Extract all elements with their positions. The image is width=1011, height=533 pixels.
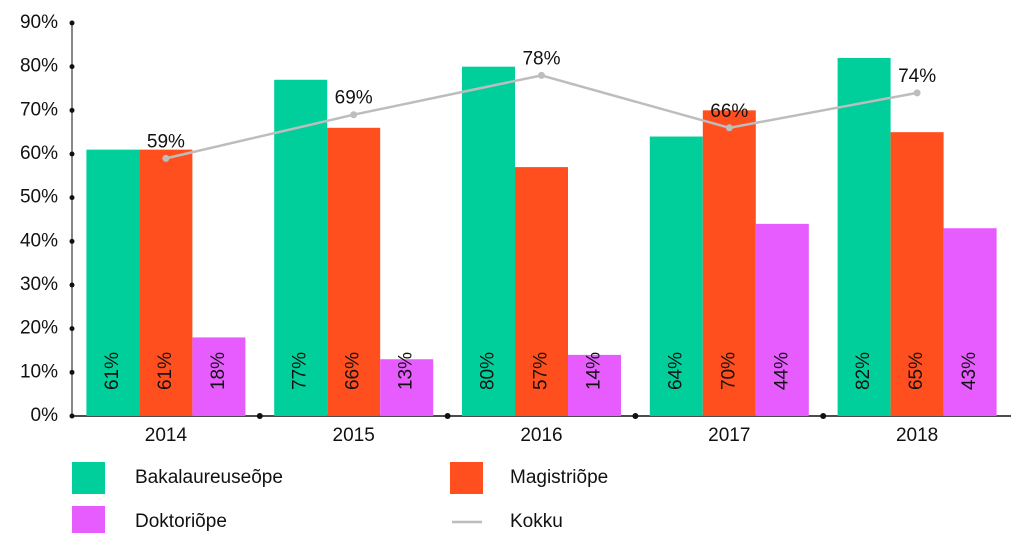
line-value-label: 69% bbox=[335, 88, 373, 109]
y-tick-label: 30% bbox=[20, 274, 58, 295]
legend-swatch bbox=[450, 462, 483, 494]
line-value-label: 74% bbox=[898, 66, 936, 87]
line-point bbox=[162, 154, 170, 162]
bar bbox=[649, 136, 703, 417]
line-point bbox=[913, 89, 921, 97]
x-tick-label: 2017 bbox=[708, 425, 750, 446]
line-point bbox=[538, 71, 545, 79]
bar bbox=[755, 223, 809, 416]
x-tick-label: 2015 bbox=[333, 425, 375, 446]
y-tick-label: 0% bbox=[31, 405, 59, 426]
bar bbox=[274, 79, 328, 417]
y-tick-label: 90% bbox=[20, 12, 58, 33]
line-point bbox=[350, 111, 358, 119]
y-tick bbox=[69, 107, 75, 113]
bar bbox=[139, 149, 193, 416]
bar-value-label: 77% bbox=[290, 352, 311, 390]
legend-swatch bbox=[72, 506, 105, 533]
y-tick bbox=[69, 64, 75, 70]
bar-value-label: 70% bbox=[718, 352, 739, 390]
y-tick-label: 50% bbox=[20, 187, 58, 208]
bar-value-label: 43% bbox=[959, 352, 980, 390]
y-tick bbox=[69, 238, 75, 244]
legend-label: Kokku bbox=[510, 511, 563, 532]
x-tick-label: 2016 bbox=[520, 425, 562, 446]
bar-value-label: 80% bbox=[478, 352, 499, 390]
bar bbox=[380, 359, 434, 416]
bar bbox=[462, 66, 515, 417]
group-divider bbox=[444, 413, 451, 419]
bar-value-label: 57% bbox=[531, 352, 552, 390]
bar-value-label: 14% bbox=[584, 352, 605, 390]
legend-label: Doktoriõpe bbox=[135, 511, 227, 532]
x-tick-label: 2018 bbox=[896, 425, 938, 446]
y-tick bbox=[69, 151, 75, 157]
line-value-label: 78% bbox=[522, 48, 560, 69]
y-tick-label: 10% bbox=[20, 361, 58, 382]
bar bbox=[515, 167, 568, 416]
bar bbox=[837, 57, 891, 416]
bar-value-label: 64% bbox=[665, 352, 686, 390]
bar bbox=[568, 354, 621, 416]
bar-value-label: 61% bbox=[102, 352, 123, 390]
y-tick bbox=[69, 326, 75, 332]
bar-value-label: 66% bbox=[343, 352, 364, 390]
bar-value-label: 44% bbox=[771, 352, 792, 390]
line-point bbox=[725, 124, 733, 132]
y-tick-label: 60% bbox=[20, 143, 58, 164]
bar-value-label: 18% bbox=[208, 352, 229, 390]
line-value-label: 66% bbox=[710, 101, 748, 122]
group-divider bbox=[820, 413, 827, 419]
y-tick-label: 20% bbox=[20, 318, 58, 339]
y-tick bbox=[69, 20, 75, 26]
bar-value-label: 82% bbox=[853, 352, 874, 390]
y-tick bbox=[69, 369, 75, 375]
line-value-label: 59% bbox=[147, 131, 185, 152]
bar-value-label: 65% bbox=[906, 352, 927, 390]
y-tick-label: 70% bbox=[20, 99, 58, 120]
bar bbox=[890, 132, 944, 416]
y-tick-label: 40% bbox=[20, 230, 58, 251]
y-tick-label: 80% bbox=[20, 56, 58, 77]
bar-value-label: 13% bbox=[396, 352, 417, 390]
bar bbox=[327, 127, 381, 417]
bar bbox=[702, 110, 756, 416]
y-tick bbox=[69, 195, 75, 201]
bar bbox=[192, 337, 246, 416]
group-divider bbox=[256, 413, 263, 419]
legend-label: Bakalaureuseõpe bbox=[135, 467, 283, 488]
y-tick bbox=[69, 282, 75, 288]
x-tick-label: 2014 bbox=[145, 425, 188, 446]
legend-swatch bbox=[72, 462, 105, 494]
group-divider bbox=[632, 413, 639, 419]
bar bbox=[86, 149, 140, 416]
legend-label: Magistriõpe bbox=[510, 467, 608, 488]
bar-value-label: 61% bbox=[155, 352, 176, 390]
y-tick bbox=[69, 413, 75, 419]
bar bbox=[943, 228, 997, 416]
